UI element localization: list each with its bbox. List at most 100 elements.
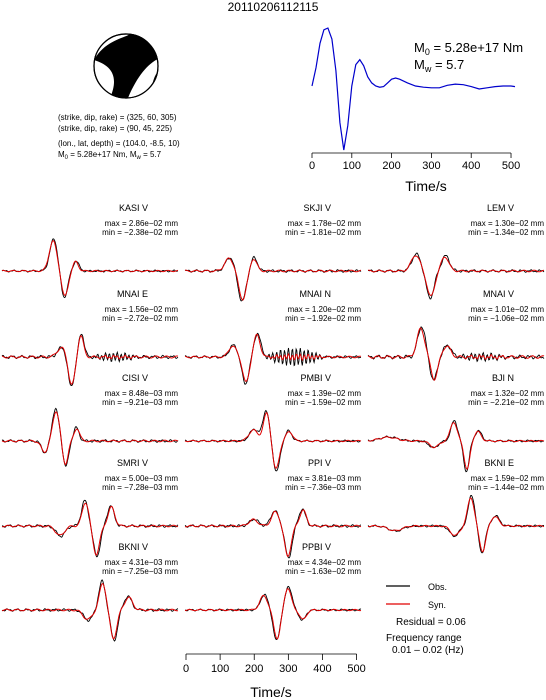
synthetic-trace [184,509,362,558]
synthetic-trace [184,411,362,469]
observed-trace [367,252,545,300]
observed-trace [1,499,179,558]
station-label: LEM V [487,203,514,213]
station-max: max = 8.48e−03 mm [105,389,179,398]
station-label: BKNI E [484,458,514,468]
observed-trace [184,255,362,302]
station-max: max = 4.34e−02 mm [288,558,362,567]
station-min: min = −1.44e−02 mm [468,483,544,492]
station-label: BKNI V [118,542,148,552]
station-min: min = −2.21e−02 mm [468,398,544,407]
station-max: max = 1.20e−02 mm [288,305,362,314]
station-min: min = −2.72e−02 mm [102,314,178,323]
station-min: min = −1.06e−02 mm [468,314,544,323]
observed-trace [367,326,545,381]
observed-trace [184,585,362,640]
station-min: min = −1.34e−02 mm [468,228,544,237]
legend: Obs. Syn. Residual = 0.06 Frequency rang… [386,582,466,656]
synthetic-trace [1,583,179,640]
legend-syn-label: Syn. [428,600,446,610]
station-min: min = −1.63e−02 mm [285,567,361,576]
source-time-function-plot: 0 100 200 300 400 500 M0 = 5.28e+17 Nm Mw = 5… [309,27,523,194]
synthetic-trace [367,422,545,470]
station-max: max = 5.00e−03 mm [105,474,179,483]
observed-trace [184,508,361,559]
moment-info: M0 = 5.28e+17 Nm, Mw = 5.7 [58,150,162,161]
station-max: max = 3.81e−03 mm [288,474,362,483]
time-tick-label: 300 [279,663,297,675]
synthetic-trace [367,327,545,381]
waveform-x-axis-label: Time/s [250,684,291,700]
observed-trace [1,407,179,467]
stf-curve [311,27,516,151]
station-max: max = 2.86e−02 mm [105,219,179,228]
time-tick-label: 0 [183,663,189,675]
synthetic-trace [1,411,179,466]
station-min: min = −1.92e−02 mm [285,314,361,323]
station-label: KASI V [119,203,148,213]
stf-magnitude-label: Mw = 5.7 [414,57,464,74]
station-label: MNAI N [300,289,332,299]
time-tick-label: 400 [313,663,331,675]
station-max: max = 4.31e−03 mm [105,558,179,567]
synthetic-trace [184,257,362,301]
station-max: max = 1.59e−02 mm [471,474,545,483]
stf-tick-label: 200 [382,160,400,172]
stf-tick-label: 400 [462,160,480,172]
time-tick-label: 200 [245,663,263,675]
synthetic-trace [1,239,179,297]
station-max: max = 1.39e−02 mm [288,389,362,398]
focal-plane-1: (strike, dip, rake) = (325, 60, 305) [58,113,177,122]
station-label: BJI N [492,373,514,383]
time-tick-label: 100 [211,663,229,675]
frequency-range-value: 0.01 – 0.02 (Hz) [392,645,464,656]
stf-tick-label: 0 [309,160,315,172]
observed-trace [367,494,545,554]
stf-tick-label: 500 [502,160,520,172]
station-label: PMBI V [300,373,331,383]
stf-moment-label: M0 = 5.28e+17 Nm [414,40,523,57]
stf-tick-label: 100 [343,160,361,172]
station-label: PPI V [308,458,331,468]
figure-title: 20110206112115 [228,0,319,14]
synthetic-trace [1,335,179,385]
station-label: PPBI V [302,542,331,552]
stf-x-axis-label: Time/s [405,178,446,194]
residual-label: Residual = 0.06 [396,617,466,628]
focal-plane-2: (strike, dip, rake) = (90, 45, 225) [58,124,172,133]
station-max: max = 1.32e−02 mm [471,389,545,398]
waveform-time-axis: 0 100 200 300 400 500 [183,653,366,675]
observed-trace [1,238,178,299]
time-tick-label: 500 [347,663,365,675]
synthetic-trace [184,587,362,640]
station-min: min = −1.81e−02 mm [285,228,361,237]
station-label: MNAI V [483,289,514,299]
stf-tick-label: 300 [422,160,440,172]
station-max: max = 1.30e−02 mm [471,219,545,228]
station-min: min = −7.25e−03 mm [102,567,178,576]
stf-x-axis: 0 100 200 300 400 500 [309,152,520,172]
station-label: CISI V [122,373,148,383]
hypocenter-info: (lon., lat, depth) = (104.0, -8.5, 10) [58,139,180,148]
station-min: min = −2.38e−02 mm [102,228,178,237]
focal-mechanism-beachball [93,33,159,99]
synthetic-trace [367,255,545,296]
station-label: SKJI V [303,203,331,213]
observed-trace [1,333,179,386]
station-label: SMRI V [117,458,148,468]
station-min: min = −9.21e−03 mm [102,398,178,407]
station-max: max = 1.01e−02 mm [471,305,545,314]
synthetic-trace [184,333,362,382]
